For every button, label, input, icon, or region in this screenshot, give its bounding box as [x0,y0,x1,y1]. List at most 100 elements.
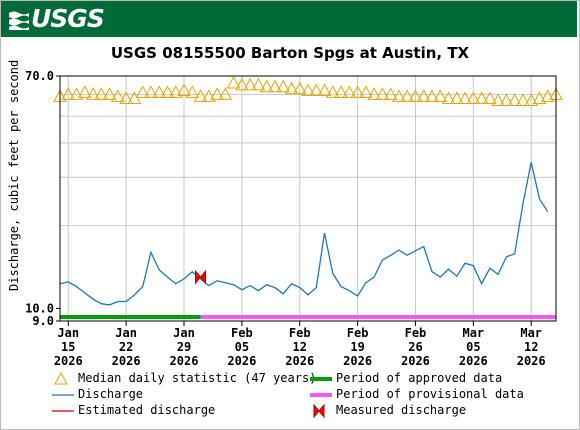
discharge-series [59,162,549,306]
legend-label: Discharge [78,387,144,401]
x-tick-label: 2026 [170,354,199,368]
line-legend-icon [52,409,74,412]
median-point [392,89,406,102]
measured-series [195,269,207,285]
legend-item: Period of approved data [310,371,502,386]
x-tick-label: Feb [405,326,427,340]
median-point [77,85,92,98]
median-point [193,89,208,102]
legend-label: Median daily statistic (47 years) [78,371,317,385]
x-tick-label: 2026 [227,354,256,368]
median-point [416,89,431,102]
chart-title: USGS 08155500 Barton Spgs at Austin, TX [110,44,470,62]
median-point [292,81,307,95]
period-bar [200,315,557,319]
median-point [259,79,274,93]
x-tick-label: Mar [520,326,542,340]
legend-label: Period of approved data [336,371,503,385]
y-tick-label: 10.0 [25,301,54,315]
median-point [144,85,158,98]
median-point [474,91,489,104]
x-ticks: Jan152026Jan222026Jan292026Feb052026Feb1… [54,321,546,368]
bar-legend-icon [310,376,332,381]
y-tick-label: 9.0 [32,314,54,328]
median-point [69,87,84,100]
measured-point [195,269,207,285]
discharge-line [59,162,549,306]
median-point [400,89,415,102]
median-point [499,93,514,107]
median-point [160,85,175,98]
x-tick-label: Feb [347,326,369,340]
median-point [218,87,233,100]
median-point [284,81,299,95]
median-point [524,93,539,107]
median-point [408,89,423,102]
median-point [375,87,390,100]
x-tick-label: 2026 [459,354,488,368]
x-tick-label: 05 [466,340,480,354]
median-point [383,87,398,100]
median-point [425,89,439,102]
median-point [119,91,133,104]
median-point [441,91,456,104]
median-point [367,87,381,100]
x-tick-label: 12 [524,340,538,354]
median-point [168,85,183,98]
median-point [111,89,125,102]
legend-item: Period of provisional data [310,387,524,402]
legend-item: Measured discharge [310,403,466,418]
x-tick-label: 19 [350,340,364,354]
median-point [152,85,167,98]
median-point [276,79,291,93]
median-point [516,93,530,107]
usgs-wave-logo-icon [9,11,29,30]
median-point [532,91,547,104]
median-point [210,87,224,100]
median-point [449,91,464,104]
x-tick-label: 05 [235,340,249,354]
median-point [309,83,324,96]
median-point [135,85,150,98]
line-legend-icon [52,393,74,396]
median-point [483,91,497,104]
x-tick-label: 29 [177,340,191,354]
usgs-logo-text: USGS [31,4,105,33]
legend-item: Median daily statistic (47 years) [52,371,316,386]
bowtie-legend-icon [313,403,325,418]
legend-label: Measured discharge [336,403,467,417]
x-tick-label: 12 [293,340,307,354]
median-point [359,85,373,98]
x-tick-label: 15 [61,340,75,354]
x-tick-label: Jan [115,326,137,340]
grid-lines [60,76,556,321]
legend-item: Discharge [52,387,143,402]
median-point [540,89,555,102]
median-point [317,83,332,96]
x-tick-label: 2026 [54,354,83,368]
median-point [86,87,100,100]
median-point [61,87,76,100]
median-point [466,91,481,104]
x-tick-label: 2026 [285,354,314,368]
x-tick-label: Jan [173,326,195,340]
median-point [458,91,472,104]
median-point [94,87,109,100]
legend-label: Period of provisional data [336,387,524,401]
period-bars [60,315,557,319]
median-point [185,85,200,98]
x-tick-label: 22 [119,340,133,354]
x-tick-label: Feb [289,326,311,340]
x-tick-label: 2026 [401,354,430,368]
legend-label: Estimated discharge [78,403,216,417]
median-point [350,85,365,98]
median-point [334,85,348,98]
x-tick-label: Feb [231,326,253,340]
y-ticks: 70.0 10.09.0 [25,69,60,328]
bar-legend-icon [310,392,332,397]
median-series [53,75,563,107]
triangle-legend-icon [54,371,68,384]
median-point [325,85,340,98]
median-point [433,89,448,102]
median-point [201,89,216,102]
